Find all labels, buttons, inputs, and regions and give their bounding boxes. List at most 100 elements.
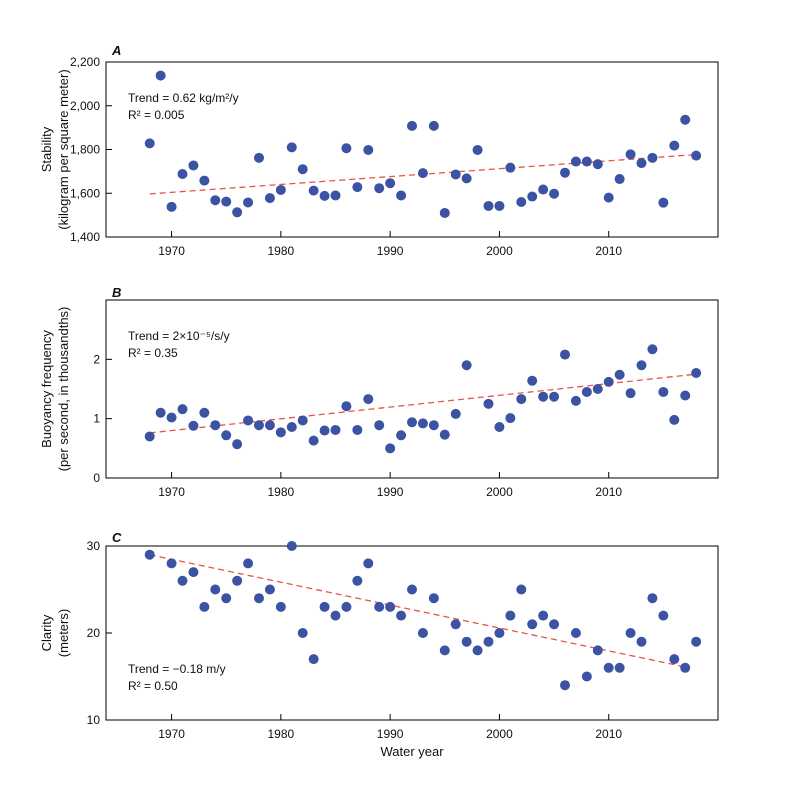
panel-b-data-point	[538, 391, 549, 402]
panel-a-data-point	[177, 169, 188, 179]
panel-c-data-point	[669, 654, 680, 665]
panel-c-data-point	[581, 671, 592, 682]
panel-b-xtick-label: 2000	[486, 485, 513, 499]
panel-b-data-point	[352, 424, 363, 435]
panel-c-data-point	[286, 541, 297, 551]
panel-b-data-point	[286, 421, 297, 432]
panel-c-trend-text: Trend = −0.18 m/y	[128, 662, 226, 676]
panel-b-data-point	[494, 421, 505, 432]
panel-c-data-point	[264, 584, 275, 595]
panel-b-data-point	[527, 375, 538, 386]
panel-a-data-point	[560, 167, 570, 178]
panel-b-data-point	[691, 367, 702, 378]
panel-c-data-point	[494, 628, 505, 638]
panel-c-data-point	[570, 628, 581, 638]
panel-b-frame	[105, 299, 719, 479]
panel-c-data-point	[450, 619, 461, 630]
panel-b-ytick-label: 2	[93, 352, 100, 366]
panel-b-trend-text: Trend = 2×10⁻⁵/s/y	[128, 329, 230, 343]
panel-b-ylabel: Buoyancy frequency (per second, in thous…	[39, 307, 71, 472]
panel-c-xtick-label: 1970	[158, 727, 185, 741]
panel-a-trend-text: Trend = 0.62 kg/m²/y	[128, 91, 239, 105]
panel-c-data-point	[275, 601, 286, 612]
panel-a-data-point	[254, 152, 264, 163]
panel-a-data-point	[232, 207, 243, 218]
panel-a-data-point	[407, 120, 417, 131]
panel-b-data-point	[603, 376, 614, 387]
panel-a-data-point	[308, 185, 319, 196]
panel-a-data-point	[264, 193, 275, 204]
panel-b-xtick-label: 1980	[268, 485, 295, 499]
panel-b-data-point	[319, 425, 330, 436]
panel-b-points	[144, 344, 702, 454]
panel-c-data-point	[527, 619, 538, 630]
panel-b-data-point	[625, 388, 636, 399]
panel-b-data-point	[243, 415, 254, 426]
panel-c-data-point	[243, 558, 254, 569]
panel-b-label: B	[112, 285, 121, 300]
panel-c-data-point	[221, 593, 232, 604]
panel-c-xtick-label: 2000	[486, 727, 513, 741]
panel-a-data-point	[538, 184, 549, 195]
panel-a-ytick-label: 1,400	[70, 230, 100, 244]
panel-a-data-point	[505, 162, 516, 173]
panel-a-ylabel-line2: (kilogram per square meter)	[56, 69, 71, 229]
panel-c-trend-line	[149, 554, 686, 668]
panel-a-data-point	[614, 174, 625, 185]
panel-c-ylabel: Clarity (meters)	[39, 609, 71, 657]
panel-b-ytick-label: 1	[93, 412, 100, 426]
panel-a-frame	[105, 61, 719, 238]
panel-b-xtick-label: 1970	[158, 485, 185, 499]
panel-c-xtick-label: 1980	[268, 727, 295, 741]
panel-a-data-point	[461, 173, 472, 184]
panel-c-data-point	[603, 662, 614, 673]
panel-c-ylabel-line1: Clarity	[39, 614, 54, 651]
panel-c-data-point	[691, 636, 702, 647]
panel-b-r2-text: R² = 0.35	[128, 346, 178, 360]
panel-a-points	[144, 70, 702, 218]
panel-c-data-point	[188, 567, 199, 578]
panel-c-ytick-label: 20	[87, 626, 101, 640]
panel-c-data-point	[330, 610, 341, 621]
panel-b-data-point	[374, 420, 385, 431]
panel-b-data-point	[516, 394, 527, 405]
panel-b-data-point	[330, 424, 341, 435]
panel-b-data-point	[264, 420, 275, 431]
panel-c-ytick-label: 10	[87, 713, 101, 727]
panel-a-data-point	[385, 178, 396, 189]
panel-a-xtick-label: 1970	[158, 244, 185, 258]
panel-b-data-point	[385, 443, 396, 454]
panel-b-data-point	[232, 439, 243, 450]
panel-a-data-point	[374, 183, 385, 194]
panel-b-data-point	[188, 420, 199, 431]
panel-c-data-point	[472, 645, 483, 656]
panel-c-data-point	[144, 549, 155, 560]
panel-b-data-point	[614, 369, 625, 380]
panel-c-data-point	[439, 645, 450, 656]
panel-a-data-point	[625, 149, 636, 160]
panel-c-data-point	[341, 601, 352, 612]
x-axis-title: Water year	[380, 744, 444, 759]
panel-c-data-point	[254, 593, 264, 604]
panel-b-data-point	[275, 427, 286, 438]
panel-b-data-point	[483, 398, 494, 409]
panel-a-data-point	[603, 192, 614, 203]
panel-a-data-point	[352, 182, 363, 193]
panel-c-data-point	[308, 654, 319, 665]
panel-c-data-point	[297, 628, 308, 638]
panel-a-data-point	[363, 144, 374, 155]
panel-b-data-point	[570, 395, 581, 406]
panel-c-data-point	[396, 610, 407, 621]
panel-c-data-point	[374, 601, 385, 612]
panel-c-data-point	[407, 584, 417, 595]
panel-c-xtick-label: 2010	[595, 727, 622, 741]
panel-a-data-point	[319, 190, 330, 201]
panel-c-xtick-label: 1990	[377, 727, 404, 741]
panel-a-data-point	[428, 120, 439, 131]
panel-a-ylabel-line1: Stability	[39, 126, 54, 172]
panel-b-data-point	[407, 417, 417, 428]
panel-a-data-point	[680, 114, 691, 125]
panel-b-data-point	[428, 420, 439, 431]
panel-a-ytick-label: 2,000	[70, 99, 100, 113]
panel-a-data-point	[144, 138, 155, 149]
